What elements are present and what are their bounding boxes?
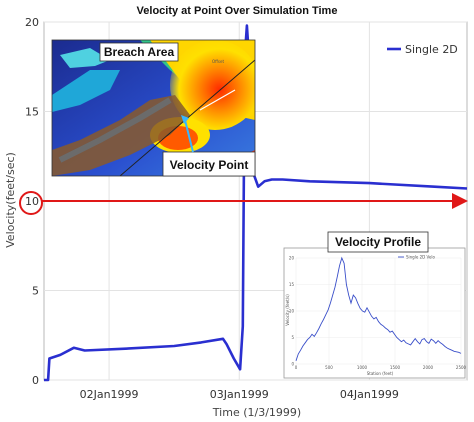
- series-line-single-2d: [44, 24, 468, 382]
- reference-circle: [19, 191, 43, 215]
- inset-profile-line: [295, 256, 462, 361]
- inset-x-tick-label: 500: [325, 365, 333, 370]
- inset-breach-tag: Offset: [212, 59, 224, 64]
- y-tick-label: 10: [25, 195, 39, 208]
- x-tick-label: 02Jan1999: [80, 388, 139, 401]
- y-tick-label: 0: [32, 374, 39, 387]
- inset-profile-legend: Single 2D Velo: [406, 255, 435, 260]
- inset-x-tick-label: 1000: [357, 365, 368, 370]
- inset-y-tick-label: 20: [289, 256, 295, 261]
- inset-breach-map: Offset Breach Area Velocity Point: [51, 39, 256, 177]
- y-tick-label: 5: [32, 285, 39, 298]
- reference-marker: [19, 191, 468, 215]
- inset-profile-title: Velocity Profile: [335, 235, 421, 249]
- inset-velocity-profile: Velocity Profile 0 5 10 15 20 0 500 1000 1500 200…: [283, 231, 467, 379]
- inset-profile-ylabel: Velocity (feet/s): [285, 294, 290, 326]
- inset-x-tick-label: 1500: [390, 365, 401, 370]
- inset-point-label: Velocity Point: [170, 158, 249, 172]
- x-tick-label: 04Jan1999: [340, 388, 399, 401]
- inset-profile-xlabel: Station (feet): [367, 371, 394, 376]
- tick-labels: 0 5 10 15 20 02Jan1999 03Jan1999 04Jan1999: [25, 16, 399, 401]
- legend-entry-single-2d: Single 2D: [405, 43, 458, 56]
- y-tick-label: 15: [25, 106, 39, 119]
- x-axis-label: Time (1/3/1999): [212, 406, 301, 419]
- legend: Single 2D: [387, 43, 458, 56]
- inset-x-tick-label: 0: [295, 365, 298, 370]
- inset-y-tick-label: 0: [291, 362, 294, 367]
- inset-breach-label: Breach Area: [104, 45, 175, 59]
- y-axis-label: Velocity(feet/sec): [4, 152, 17, 248]
- y-tick-label: 20: [25, 16, 39, 29]
- chart-title: Velocity at Point Over Simulation Time: [137, 5, 338, 17]
- inset-y-tick-label: 5: [291, 335, 294, 340]
- inset-profile-grid: 0 5 10 15 20 0 500 1000 1500 2000 2500: [289, 256, 467, 371]
- inset-x-tick-label: 2000: [423, 365, 434, 370]
- x-tick-label: 03Jan1999: [210, 388, 269, 401]
- inset-x-tick-label: 2500: [456, 365, 467, 370]
- inset-y-tick-label: 15: [289, 282, 295, 287]
- inset-y-tick-label: 10: [289, 309, 295, 314]
